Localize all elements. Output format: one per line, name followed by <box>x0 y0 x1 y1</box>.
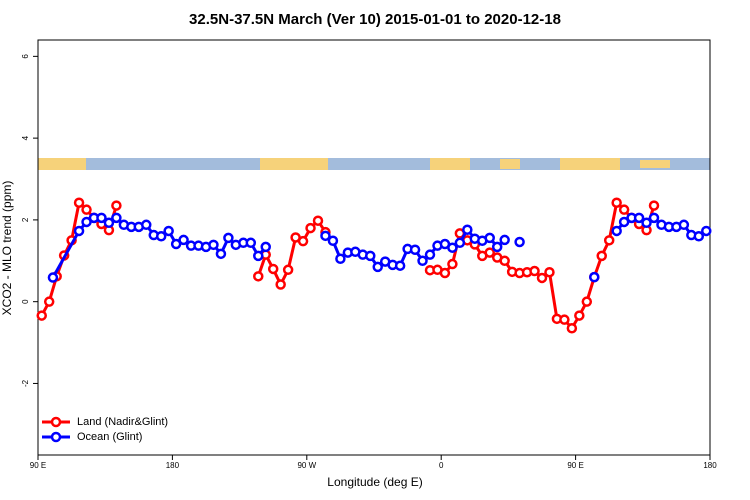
legend-marker <box>50 416 62 428</box>
point <box>462 224 473 235</box>
point <box>320 230 331 242</box>
point <box>372 261 383 273</box>
legend-label: Land (Nadir&Glint) <box>77 416 168 428</box>
point <box>633 212 645 224</box>
point <box>111 200 122 211</box>
x-tick-label: 180 <box>703 461 717 470</box>
point <box>81 204 92 215</box>
point <box>648 200 660 211</box>
x-tick-label: 90 E <box>567 461 583 470</box>
point <box>596 250 607 262</box>
x-tick-label: 90 W <box>297 461 316 470</box>
point <box>701 225 712 237</box>
point <box>170 238 182 250</box>
point <box>618 204 630 215</box>
chart-title: 32.5N-37.5N March (Ver 10) 2015-01-01 to… <box>189 11 561 28</box>
land-ocean-strip <box>38 158 710 170</box>
point <box>163 225 174 237</box>
y-tick-label: -2 <box>21 379 30 387</box>
point <box>566 323 578 334</box>
y-tick-label: 2 <box>21 217 30 222</box>
point <box>491 241 503 253</box>
point <box>447 242 458 253</box>
legend-label: Ocean (Glint) <box>77 431 142 443</box>
point <box>603 235 615 246</box>
point <box>365 250 376 262</box>
plot-frame <box>37 39 711 456</box>
point <box>267 263 279 275</box>
point <box>103 217 115 229</box>
point <box>394 260 406 271</box>
point <box>424 249 436 260</box>
y-tick-label: 6 <box>21 54 30 59</box>
point <box>297 235 309 247</box>
point <box>484 232 495 244</box>
point <box>499 234 510 246</box>
point <box>447 258 458 270</box>
x-tick-label: 90 E <box>30 461 46 470</box>
point <box>47 272 59 283</box>
point <box>611 197 622 208</box>
point <box>312 215 324 226</box>
x-tick-label: 0 <box>439 461 444 470</box>
point <box>536 272 548 284</box>
point <box>454 237 466 249</box>
x-tick-label: 180 <box>166 461 180 470</box>
series-line <box>40 199 656 331</box>
point <box>81 216 92 228</box>
point <box>245 237 257 249</box>
point <box>111 212 122 224</box>
point <box>484 247 495 258</box>
point <box>499 255 510 267</box>
point <box>409 244 421 255</box>
point <box>73 225 85 237</box>
point <box>327 235 339 247</box>
point <box>641 217 652 229</box>
point <box>208 239 219 251</box>
point <box>305 222 316 234</box>
point <box>73 197 85 208</box>
x-axis-label: Longitude (deg E) <box>327 475 422 489</box>
point <box>514 236 525 248</box>
y-tick-label: 0 <box>21 299 30 304</box>
point <box>417 255 428 267</box>
point <box>544 266 555 278</box>
point <box>529 265 540 277</box>
point <box>648 212 660 224</box>
y-tick-label: 4 <box>21 135 30 140</box>
point <box>215 248 227 260</box>
point <box>141 219 152 231</box>
point <box>253 271 264 282</box>
y-axis-label: XCO2 - MLO trend (ppm) <box>0 181 14 316</box>
point <box>260 241 271 253</box>
point <box>559 314 570 325</box>
point <box>693 231 705 242</box>
point <box>36 310 47 321</box>
point <box>439 267 451 279</box>
point <box>275 279 286 290</box>
point <box>282 264 294 276</box>
point <box>678 219 690 231</box>
point <box>253 250 264 262</box>
point <box>581 296 593 307</box>
point <box>611 225 622 237</box>
point <box>589 271 600 283</box>
point <box>178 234 189 246</box>
point <box>574 310 585 321</box>
point <box>335 253 346 264</box>
point <box>155 231 167 242</box>
point <box>43 296 55 307</box>
legend-marker <box>50 431 62 443</box>
point <box>223 232 234 244</box>
point <box>96 212 107 224</box>
point <box>618 216 630 228</box>
